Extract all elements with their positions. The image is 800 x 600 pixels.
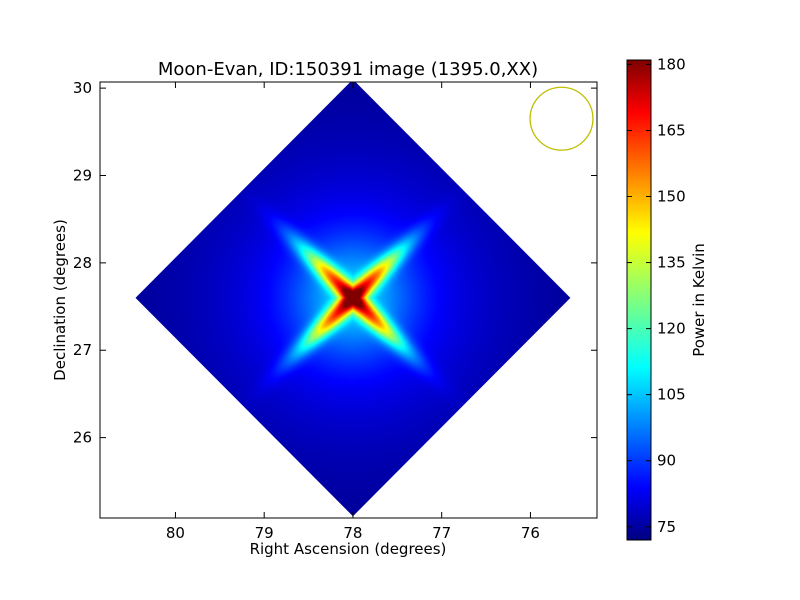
x-tick-label: 80 bbox=[166, 524, 185, 542]
colorbar-tick-label: 150 bbox=[657, 188, 686, 206]
y-tick-label: 28 bbox=[73, 254, 92, 272]
colorbar-tick-label: 75 bbox=[657, 518, 676, 536]
x-tick-label: 79 bbox=[255, 524, 274, 542]
x-axis-label: Right Ascension (degrees) bbox=[250, 540, 447, 558]
colorbar-tick-label: 105 bbox=[657, 386, 686, 404]
colorbar-ticks: 75 90 105 120 135 150 165 180 bbox=[627, 55, 686, 536]
colorbar-tick-label: 165 bbox=[657, 121, 686, 139]
y-axis: 26 27 28 29 30 bbox=[73, 79, 597, 447]
colorbar-tick-label: 120 bbox=[657, 320, 686, 338]
x-axis: 80 79 78 77 76 bbox=[166, 82, 540, 542]
plot-area bbox=[100, 82, 597, 518]
y-tick-label: 26 bbox=[73, 429, 92, 447]
chart-title: Moon-Evan, ID:150391 image (1395.0,XX) bbox=[158, 59, 538, 80]
colorbar-tick-label: 180 bbox=[657, 55, 686, 73]
x-tick-label: 77 bbox=[432, 524, 451, 542]
colorbar-tick-label: 90 bbox=[657, 452, 676, 470]
x-tick-label: 76 bbox=[521, 524, 540, 542]
plot-frame bbox=[99, 81, 598, 519]
colorbar-frame bbox=[626, 59, 652, 541]
colorbar-gradient bbox=[627, 60, 651, 540]
colorbar-tick-label: 135 bbox=[657, 254, 686, 272]
beam-marker bbox=[529, 86, 594, 151]
colorbar: 75 90 105 120 135 150 165 180 Power in Kelvin bbox=[626, 55, 708, 541]
colorbar-label: Power in Kelvin bbox=[690, 243, 708, 357]
y-tick-label: 29 bbox=[73, 166, 92, 184]
y-axis-label: Declination (degrees) bbox=[51, 219, 69, 381]
y-tick-label: 27 bbox=[73, 341, 92, 359]
x-tick-label: 78 bbox=[343, 524, 362, 542]
y-tick-label: 30 bbox=[73, 79, 92, 97]
